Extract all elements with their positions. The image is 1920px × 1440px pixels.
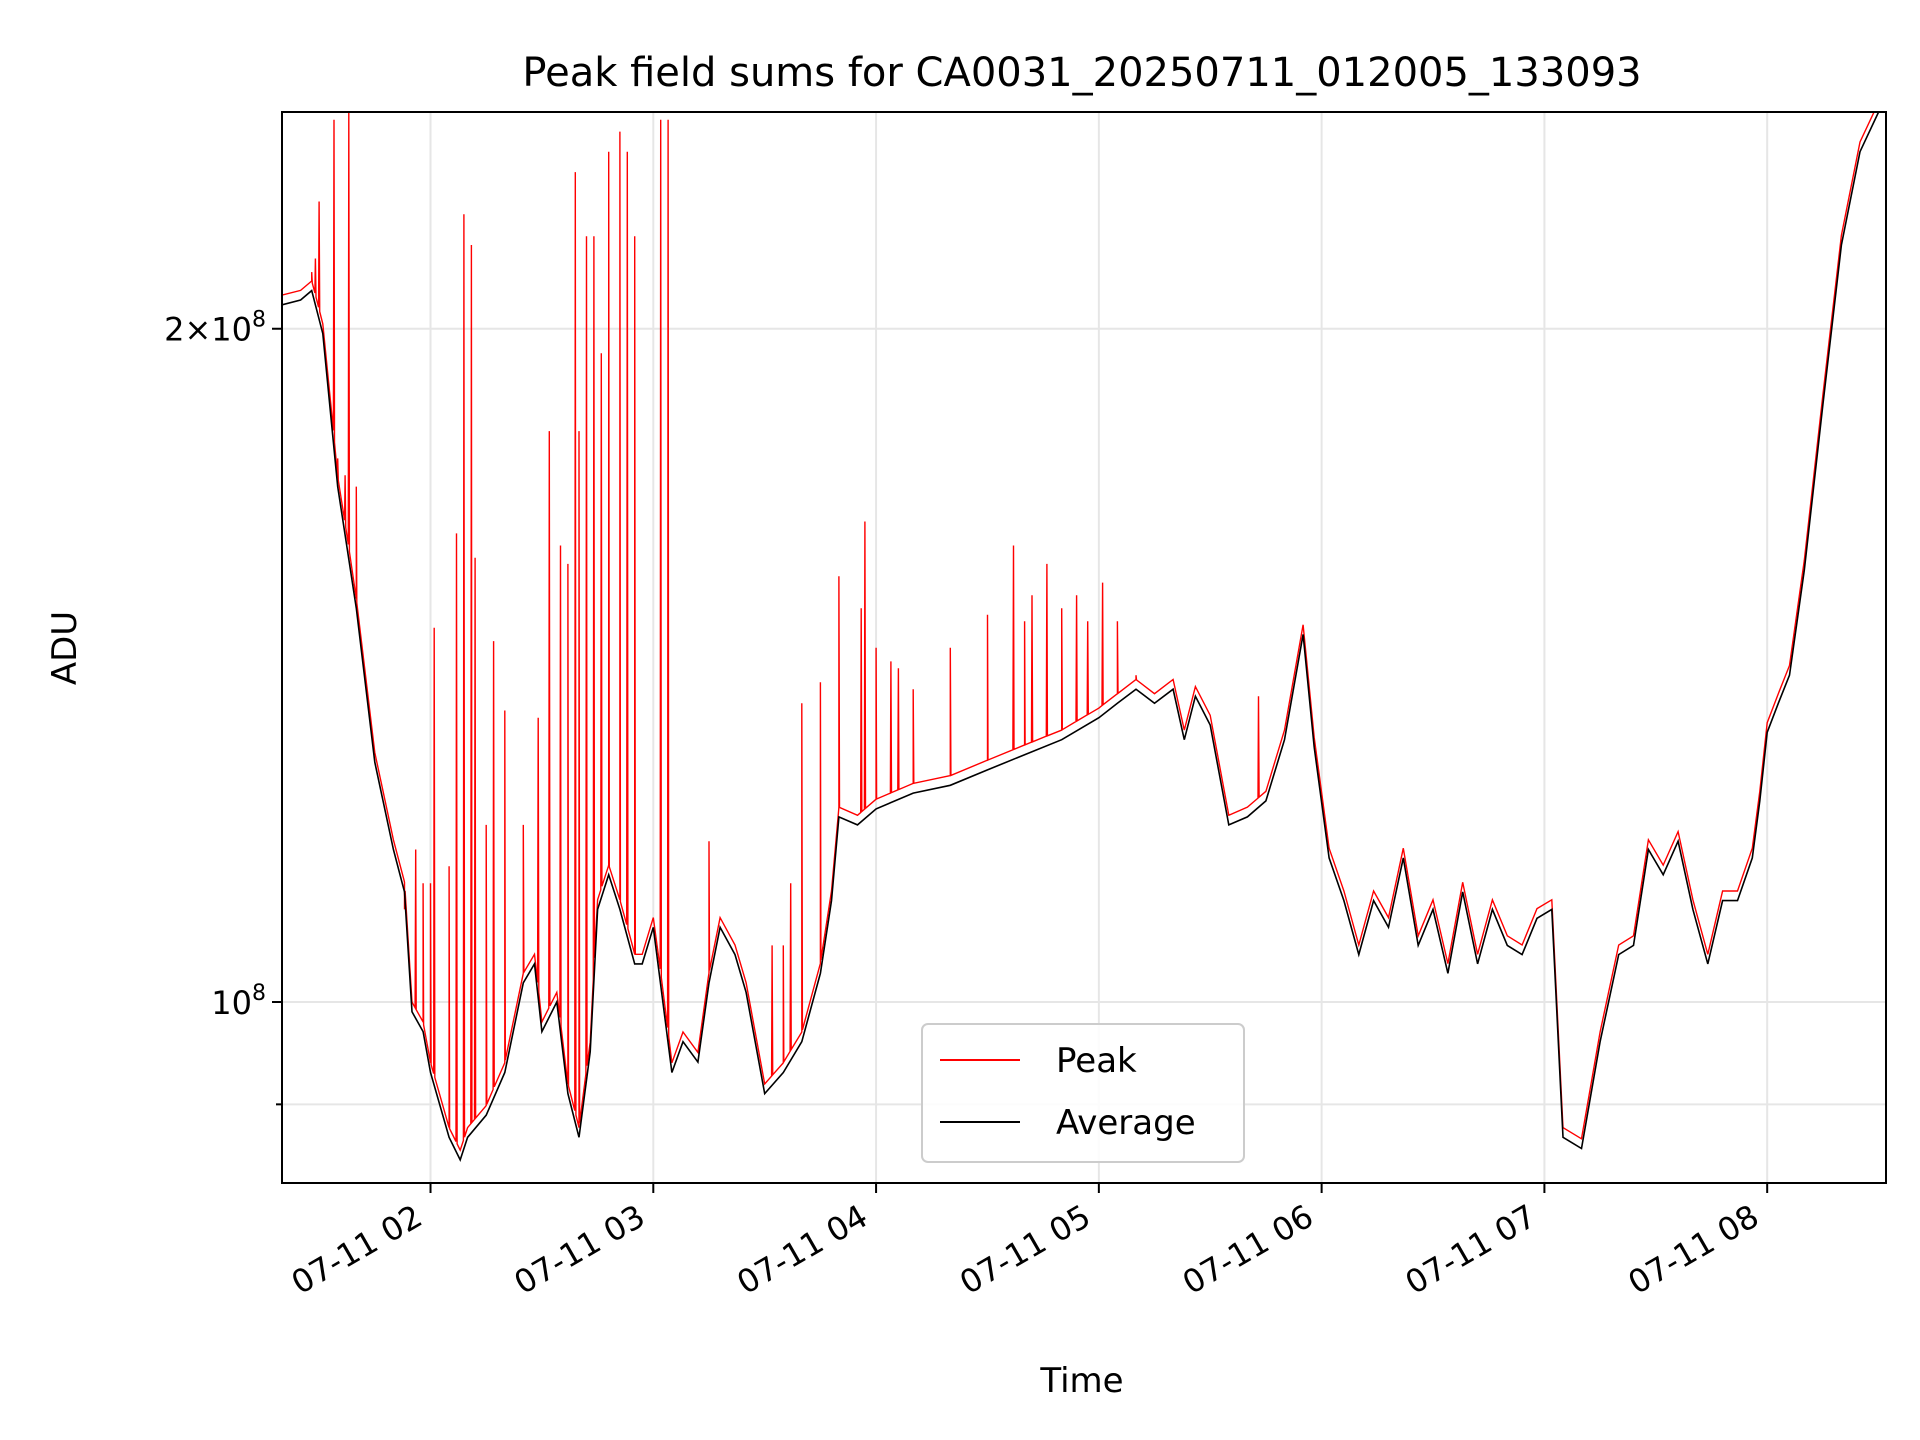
y-tick-label: 108 bbox=[211, 981, 266, 1022]
legend: Peak Average bbox=[921, 1023, 1245, 1163]
average-series-line bbox=[282, 112, 1880, 1163]
y-axis-label: ADU bbox=[45, 611, 85, 685]
y-axis: 108 2×108 bbox=[164, 308, 282, 1106]
x-tick-label: 07-11 02 bbox=[285, 1197, 429, 1302]
x-tick-label: 07-11 06 bbox=[1176, 1197, 1320, 1302]
x-axis: 07-11 02 07-11 03 07-11 04 07-11 05 07-11 06… bbox=[285, 1183, 1769, 1302]
plot-area bbox=[282, 112, 1880, 1163]
plot-frame bbox=[281, 111, 1887, 1184]
chart-title: Peak field sums for CA0031_20250711_0120… bbox=[522, 50, 1641, 96]
x-tick-label: 07-11 05 bbox=[953, 1197, 1097, 1302]
x-tick-label: 07-11 03 bbox=[508, 1197, 652, 1302]
grid bbox=[282, 112, 1886, 1183]
x-tick-label: 07-11 08 bbox=[1622, 1197, 1766, 1302]
x-axis-label: Time bbox=[1039, 1361, 1123, 1401]
y-tick-label: 2×108 bbox=[164, 308, 266, 349]
peak-series-line bbox=[282, 112, 1875, 1153]
legend-box bbox=[921, 1023, 1245, 1163]
legend-peak-label: Peak bbox=[1056, 1041, 1137, 1081]
x-tick-label: 07-11 07 bbox=[1399, 1197, 1543, 1302]
x-tick-label: 07-11 04 bbox=[730, 1197, 874, 1302]
legend-average-label: Average bbox=[1056, 1103, 1196, 1143]
